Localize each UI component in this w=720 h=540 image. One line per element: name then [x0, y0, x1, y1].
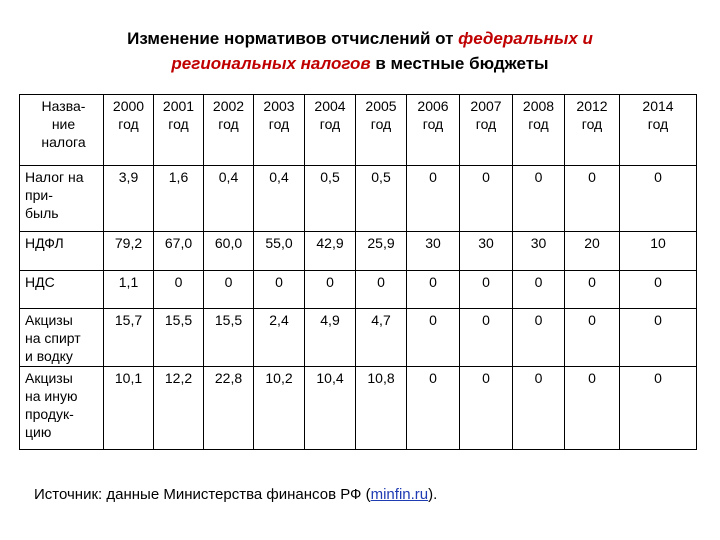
header-year: 2002 год: [203, 94, 254, 166]
value-cell: 0: [406, 308, 460, 367]
value-cell: 0: [304, 270, 356, 309]
value-cell: 0: [459, 270, 513, 309]
title-text: в местные бюджеты: [370, 54, 549, 73]
value-cell: 0: [459, 308, 513, 367]
title-highlight: региональных налогов: [171, 54, 371, 73]
header-year: 2000 год: [103, 94, 154, 166]
value-cell: 0: [203, 270, 254, 309]
header-year: 2007 год: [459, 94, 513, 166]
value-cell: 0: [253, 270, 305, 309]
value-cell: 12,2: [153, 366, 204, 450]
value-cell: 0: [153, 270, 204, 309]
table-row: НДС 1,1 0 0 0 0 0 0 0 0 0 0: [19, 270, 697, 309]
title-line-2: региональных налогов в местные бюджеты: [0, 51, 720, 76]
value-cell: 0: [619, 270, 697, 309]
value-cell: 15,5: [203, 308, 254, 367]
value-cell: 15,7: [103, 308, 154, 367]
value-cell: 79,2: [103, 231, 154, 271]
header-year: 2005 год: [355, 94, 407, 166]
value-cell: 2,4: [253, 308, 305, 367]
value-cell: 4,9: [304, 308, 356, 367]
value-cell: 10,8: [355, 366, 407, 450]
value-cell: 0: [459, 165, 513, 232]
value-cell: 0: [406, 366, 460, 450]
value-cell: 0,4: [203, 165, 254, 232]
value-cell: 0,4: [253, 165, 305, 232]
value-cell: 10,1: [103, 366, 154, 450]
value-cell: 0: [355, 270, 407, 309]
value-cell: 4,7: [355, 308, 407, 367]
value-cell: 3,9: [103, 165, 154, 232]
value-cell: 30: [406, 231, 460, 271]
value-cell: 55,0: [253, 231, 305, 271]
value-cell: 15,5: [153, 308, 204, 367]
table-row: Акцизы на спирт и водку 15,7 15,5 15,5 2,4 4,…: [19, 308, 697, 367]
source-link[interactable]: minfin.ru: [370, 486, 429, 503]
source-text: Источник: данные Министерства финансов Р…: [34, 486, 371, 503]
source-note: Источник: данные Министерства финансов Р…: [34, 486, 437, 503]
title-highlight: федеральных и: [458, 29, 593, 48]
value-cell: 0,5: [304, 165, 356, 232]
value-cell: 30: [459, 231, 513, 271]
tax-name-cell: Налог на при- быль: [19, 165, 104, 232]
value-cell: 0: [619, 165, 697, 232]
tax-name-cell: НДС: [19, 270, 104, 309]
title-text: Изменение нормативов отчислений от: [127, 29, 459, 48]
header-year: 2001 год: [153, 94, 204, 166]
value-cell: 0: [564, 308, 620, 367]
value-cell: 42,9: [304, 231, 356, 271]
value-cell: 67,0: [153, 231, 204, 271]
value-cell: 0: [512, 270, 565, 309]
value-cell: 1,6: [153, 165, 204, 232]
source-text-end: ).: [428, 486, 438, 503]
value-cell: 20: [564, 231, 620, 271]
header-year: 2014 год: [619, 94, 697, 166]
value-cell: 0: [564, 270, 620, 309]
value-cell: 30: [512, 231, 565, 271]
value-cell: 0: [564, 165, 620, 232]
header-year: 2004 год: [304, 94, 356, 166]
value-cell: 10,2: [253, 366, 305, 450]
tax-name-cell: Акцизы на иную продук- цию: [19, 366, 104, 450]
page-title: Изменение нормативов отчислений от федер…: [0, 26, 720, 76]
value-cell: 22,8: [203, 366, 254, 450]
tax-name-cell: НДФЛ: [19, 231, 104, 271]
value-cell: 0: [512, 366, 565, 450]
value-cell: 0: [406, 165, 460, 232]
value-cell: 0: [406, 270, 460, 309]
tax-table: Назва- ние налога 2000 год 2001 год 2002 го…: [19, 94, 697, 450]
value-cell: 0,5: [355, 165, 407, 232]
value-cell: 0: [619, 308, 697, 367]
value-cell: 0: [512, 165, 565, 232]
table-header-row: Назва- ние налога 2000 год 2001 год 2002 го…: [19, 94, 697, 166]
value-cell: 10: [619, 231, 697, 271]
value-cell: 10,4: [304, 366, 356, 450]
header-year: 2006 год: [406, 94, 460, 166]
header-year: 2012 год: [564, 94, 620, 166]
value-cell: 0: [459, 366, 513, 450]
value-cell: 0: [564, 366, 620, 450]
header-year: 2003 год: [253, 94, 305, 166]
title-line-1: Изменение нормативов отчислений от федер…: [0, 26, 720, 51]
value-cell: 0: [619, 366, 697, 450]
value-cell: 0: [512, 308, 565, 367]
table-row: НДФЛ 79,2 67,0 60,0 55,0 42,9 25,9 30 30 30 20 10: [19, 231, 697, 271]
table-row: Налог на при- быль 3,9 1,6 0,4 0,4 0,5 0,5 0 0 0 0…: [19, 165, 697, 232]
tax-name-cell: Акцизы на спирт и водку: [19, 308, 104, 367]
value-cell: 1,1: [103, 270, 154, 309]
table-row: Акцизы на иную продук- цию 10,1 12,2 22,8 10…: [19, 366, 697, 450]
header-tax-name: Назва- ние налога: [19, 94, 104, 166]
header-year: 2008 год: [512, 94, 565, 166]
value-cell: 60,0: [203, 231, 254, 271]
value-cell: 25,9: [355, 231, 407, 271]
